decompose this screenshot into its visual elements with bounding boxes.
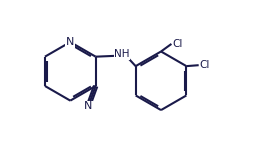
Text: Cl: Cl — [200, 60, 210, 70]
Text: NH: NH — [114, 49, 130, 59]
Text: N: N — [84, 101, 92, 111]
Text: N: N — [66, 37, 74, 47]
Text: Cl: Cl — [172, 38, 183, 49]
